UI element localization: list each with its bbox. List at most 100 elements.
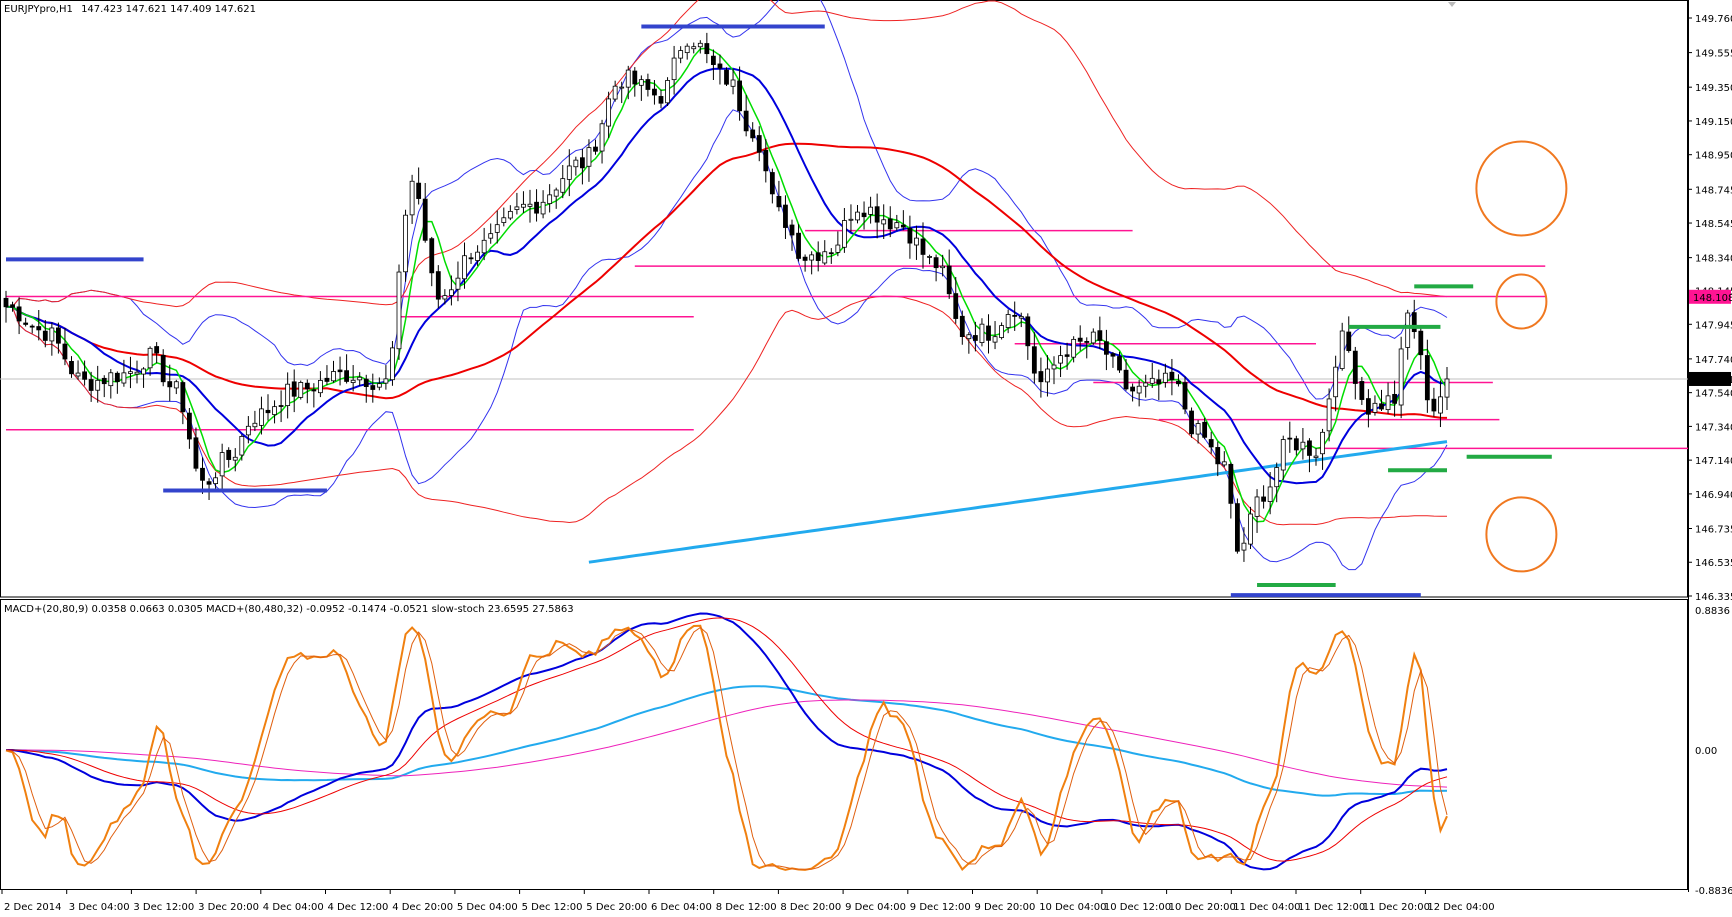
candle-body (1280, 439, 1286, 471)
price-tick-label: 146.335 (1695, 592, 1732, 603)
candle-body (36, 326, 42, 331)
candle-body (1313, 455, 1319, 458)
candle-body (403, 214, 408, 273)
osc-tick-label: 0.8836 (1695, 606, 1730, 617)
candle-body (750, 129, 756, 139)
candle-body (95, 379, 101, 391)
candle-body (376, 383, 382, 388)
price-tick-label: 148.745 (1695, 185, 1732, 196)
time-tick-label: 11 Dec 20:00 (1363, 902, 1430, 913)
candle-body (186, 412, 192, 440)
candle-body (776, 195, 782, 208)
candle-body (658, 96, 664, 104)
candle-body (573, 159, 579, 168)
time-tick-label: 11 Dec 12:00 (1298, 902, 1365, 913)
macd-slow-signal (6, 699, 1448, 788)
candle-body (802, 256, 808, 261)
candle-body (711, 55, 716, 65)
candle-body (678, 50, 684, 59)
highlight-circle (1495, 273, 1548, 330)
candle-body (992, 336, 998, 343)
candle-body (455, 277, 461, 290)
candle-body (920, 238, 926, 255)
candle-body (900, 224, 906, 228)
candle-body (756, 135, 762, 153)
candle-body (684, 45, 690, 54)
candle-body (121, 372, 127, 384)
candle-body (291, 381, 297, 397)
candle-body (1267, 486, 1273, 502)
candle-body (1077, 337, 1083, 342)
candle-body (1176, 380, 1181, 385)
candle-body (1051, 364, 1057, 370)
candle-body (488, 233, 494, 239)
candle-body (23, 322, 29, 325)
candle-body (887, 218, 893, 230)
candle-body (311, 389, 317, 392)
candle-body (1110, 353, 1116, 357)
time-tick-label: 6 Dec 04:00 (651, 902, 712, 913)
candle-body (1254, 496, 1260, 517)
time-tick-label: 8 Dec 20:00 (780, 902, 841, 913)
candle-body (435, 271, 441, 300)
candle-body (75, 372, 81, 377)
candle-body (1333, 366, 1339, 398)
bollinger-red-lower (5, 295, 1447, 526)
candle-body (383, 378, 389, 384)
candle-body (481, 239, 487, 254)
candle-body (200, 467, 205, 481)
candle-body (180, 382, 186, 413)
candle-body (29, 325, 35, 328)
candle-body (56, 327, 61, 344)
candle-body (986, 325, 991, 341)
highlight-circle (1475, 140, 1568, 237)
candle-body (737, 80, 742, 112)
time-tick-label: 9 Dec 12:00 (910, 902, 971, 913)
candle-body (1228, 463, 1234, 504)
candle-body (946, 265, 952, 295)
candle-body (193, 437, 199, 469)
stoch-d-line (5, 626, 1448, 870)
candle-body (1005, 314, 1011, 328)
candle-body (861, 212, 867, 218)
candle-body (154, 346, 160, 354)
candle-body (396, 271, 402, 350)
candle-body (704, 43, 710, 55)
chart-shift-icon[interactable] (1448, 2, 1456, 7)
highlight-circle (1485, 496, 1558, 573)
candle-body (160, 354, 166, 383)
candle-body (1202, 421, 1208, 438)
candle-body (999, 325, 1004, 338)
candle-body (1418, 330, 1424, 356)
candle-body (1104, 341, 1109, 355)
time-tick-label: 3 Dec 12:00 (133, 902, 194, 913)
candle-body (1182, 382, 1188, 410)
candle-body (1045, 368, 1050, 383)
candle-body (1012, 314, 1018, 317)
candle-body (724, 69, 729, 85)
price-axis: 149.760 149.555 149.350 149.150 148.950 148.7… (1688, 0, 1732, 897)
candlesticks (3, 32, 1450, 562)
candle-body (1326, 398, 1332, 432)
marked-price-tag-bg (1689, 289, 1731, 304)
candle-body (363, 378, 369, 387)
candle-body (245, 425, 251, 436)
candle-body (927, 256, 932, 258)
candle-body (42, 330, 48, 341)
current-price-tag-bg (1689, 371, 1731, 386)
candle-body (1018, 316, 1024, 319)
candle-body (973, 335, 978, 341)
candle-body (1025, 316, 1031, 347)
candle-body (874, 206, 880, 223)
ohlc-label: 147.423 147.621 147.409 147.621 (81, 4, 256, 15)
candle-body (1117, 356, 1122, 371)
candle-body (743, 110, 749, 132)
annotation-marks[interactable] (6, 24, 1568, 598)
candle-body (514, 206, 520, 210)
candle-body (331, 371, 336, 382)
candle-body (317, 380, 323, 394)
bollinger-blue-lower (5, 109, 1448, 571)
candle-body (809, 254, 815, 261)
candle-body (894, 222, 900, 229)
candle-body (1143, 382, 1149, 387)
